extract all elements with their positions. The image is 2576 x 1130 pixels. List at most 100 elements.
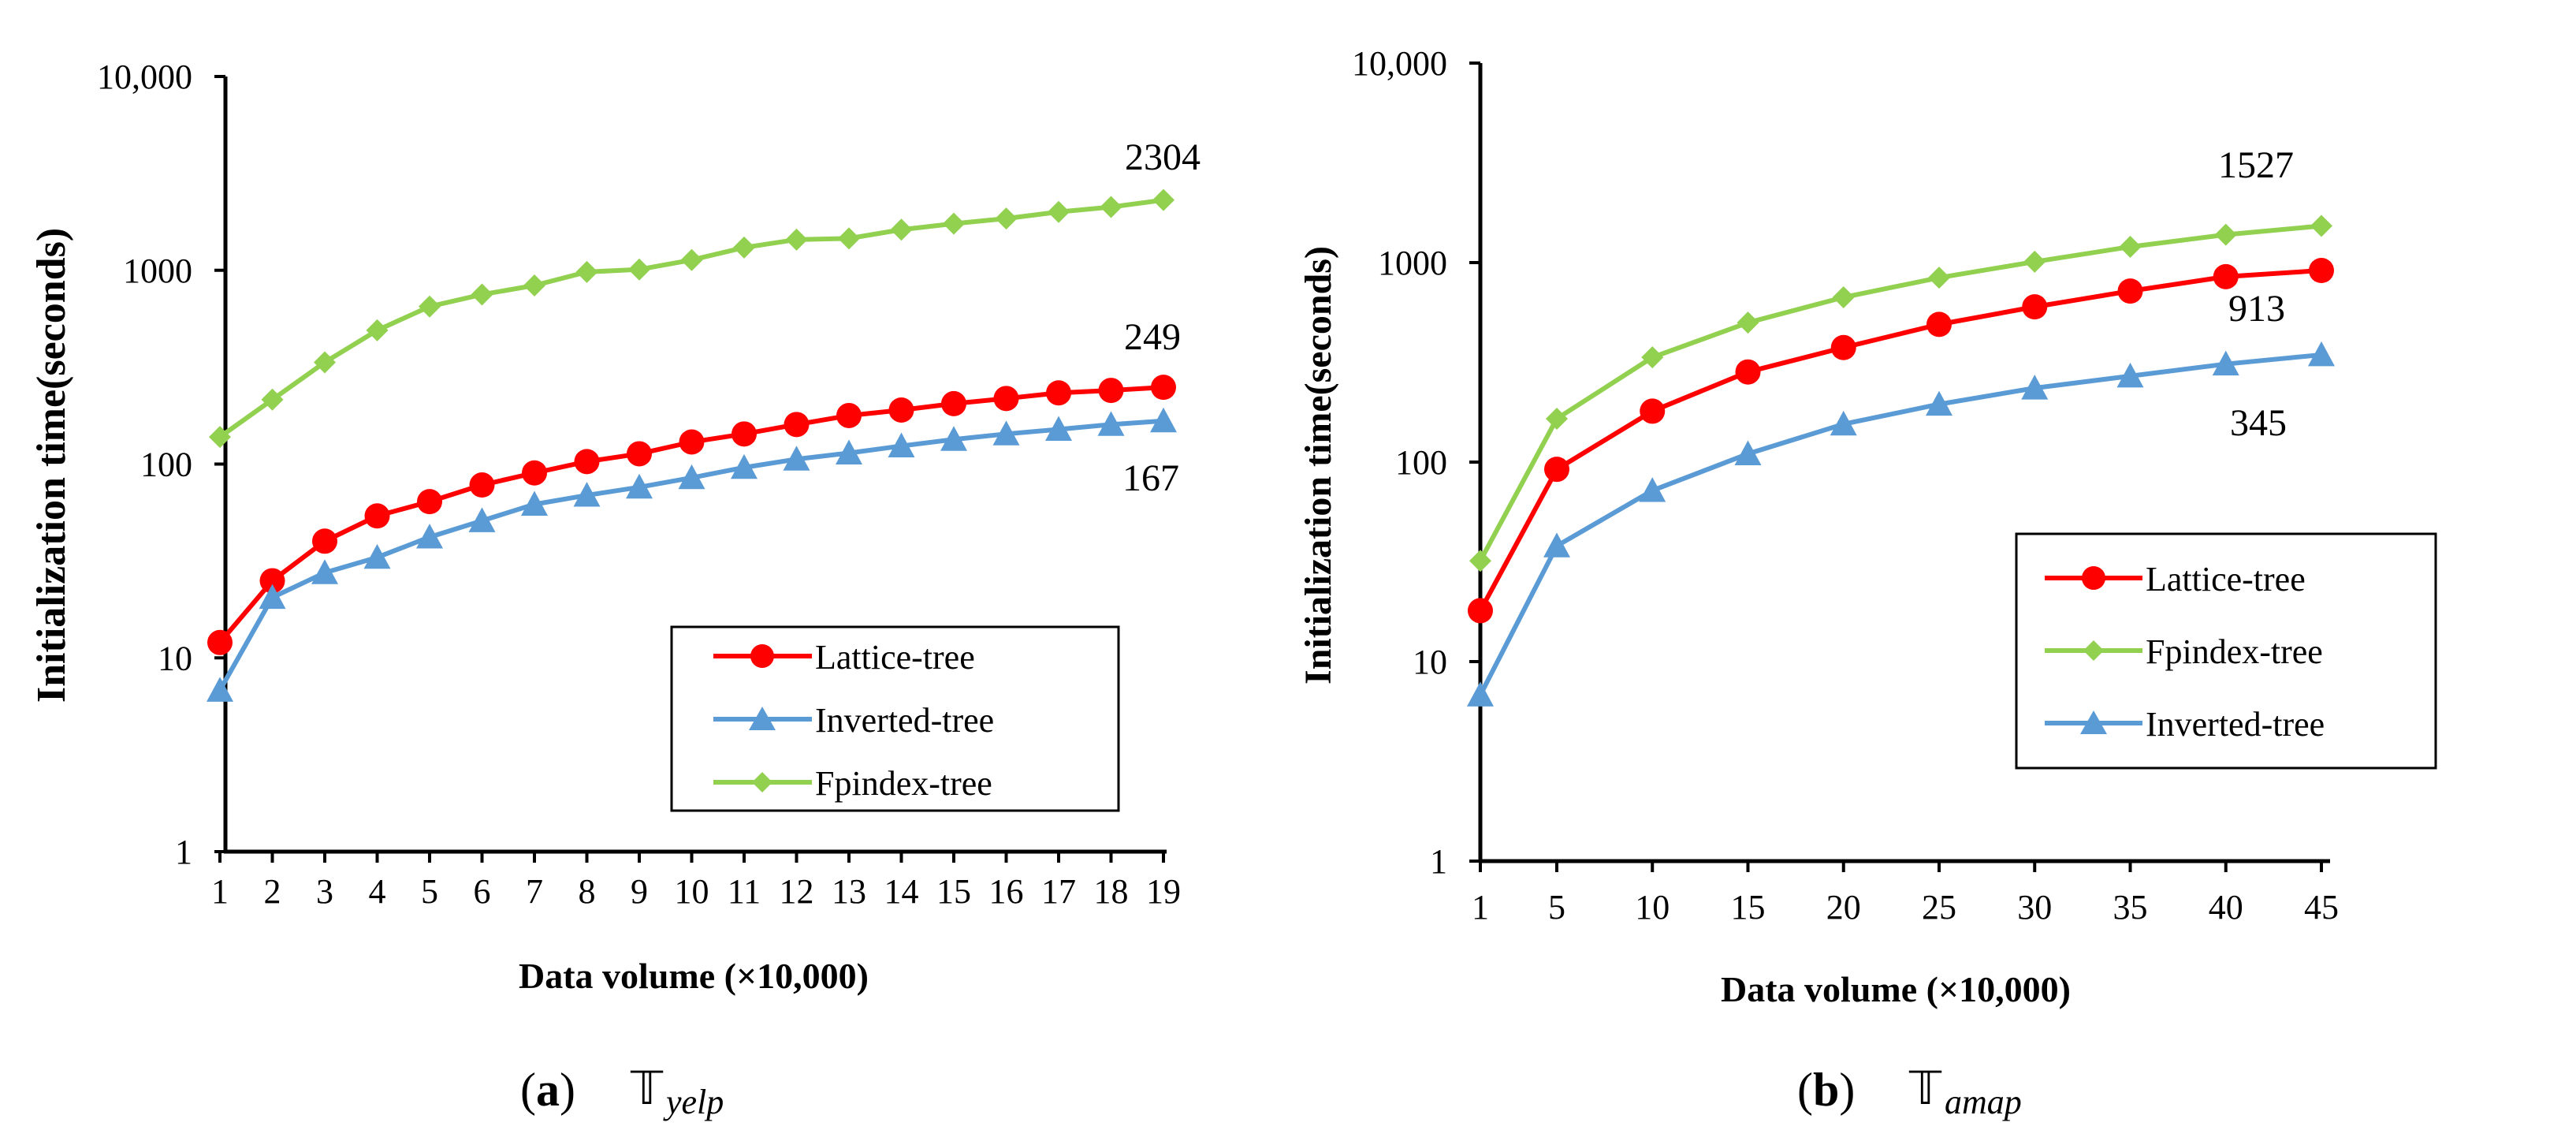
chart-a-legend: Lattice-tree Inverted-tree Fpindex-tree (670, 625, 1120, 812)
chart-b-point-fpindex-tree (2119, 235, 2142, 258)
chart-b-line-lattice-tree (1478, 268, 2322, 612)
chart-a-point-inverted-tree (783, 446, 810, 471)
chart-b-ytick-label: 1000 (1378, 244, 1447, 282)
chart-a-point-fpindex-tree (575, 260, 598, 283)
chart-a-xtick-label: 6 (474, 872, 491, 911)
chart-a-point-inverted-tree (363, 543, 391, 569)
chart-a-point-inverted-tree (678, 464, 705, 490)
chart-b-point-lattice-tree (2213, 263, 2239, 289)
chart-b-point-fpindex-tree (2214, 223, 2237, 246)
chart-a-ytick-label: 100 (140, 446, 192, 484)
chart-b-legend-label-lattice: Lattice-tree (2146, 560, 2306, 599)
chart-b-legend-marker-inverted (2080, 710, 2107, 734)
chart-b-xtick-label: 30 (2017, 888, 2052, 927)
chart-b-point-inverted-tree (2116, 362, 2144, 388)
chart-b-point-inverted-tree (2212, 350, 2239, 376)
chart-a-point-lattice-tree (207, 629, 233, 655)
chart-b-point-fpindex-tree (1641, 346, 1664, 369)
chart-a-point-lattice-tree (627, 441, 652, 467)
chart-a-xtick-label: 12 (780, 872, 814, 911)
chart-b-point-fpindex-tree (2023, 250, 2046, 273)
chart-a-xtick-label: 14 (884, 872, 919, 911)
chart-a-point-fpindex-tree (628, 258, 650, 281)
chart-b-ytick-label: 10,000 (1352, 44, 1447, 83)
chart-a-legend-label-lattice: Lattice-tree (815, 638, 975, 677)
chart-a-ytick-label: 1000 (123, 252, 192, 290)
chart-b-xtick-label: 40 (2209, 888, 2243, 927)
chart-a-point-lattice-tree (259, 568, 285, 594)
chart-b-point-lattice-tree (1468, 598, 1493, 624)
chart-a-point-fpindex-tree (366, 319, 389, 341)
chart-a-xtick-label: 9 (631, 872, 648, 911)
chart-b-point-lattice-tree (2022, 294, 2048, 320)
chart-a-point-fpindex-tree (733, 236, 755, 259)
chart-a-annotation-inverted: 167 (1122, 457, 1179, 499)
chart-a-point-fpindex-tree (471, 283, 493, 306)
chart-b-legend-label-inverted: Inverted-tree (2146, 705, 2325, 744)
chart-a-xtick-label: 17 (1041, 872, 1076, 911)
chart-a-point-lattice-tree (417, 489, 442, 515)
chart-b-annotation-lattice: 913 (2228, 288, 2285, 330)
chart-a-legend-label-fpindex: Fpindex-tree (815, 764, 992, 803)
chart-a-caption: (a) 𝕋 yelp (520, 1061, 724, 1121)
chart-a-point-inverted-tree (207, 677, 233, 702)
chart-a-line-fpindex-tree (218, 197, 1164, 439)
chart-a-point-inverted-tree (573, 482, 601, 507)
chart-b-xtick-label: 15 (1731, 888, 1766, 927)
chart-a-point-inverted-tree (416, 524, 443, 549)
chart-b-point-fpindex-tree (1832, 286, 1855, 309)
chart-a-point-fpindex-tree (995, 207, 1018, 230)
chart-b-point-lattice-tree (1640, 398, 1666, 424)
chart-b-caption-subscript: amap (1945, 1083, 2022, 1121)
chart-a-point-inverted-tree (731, 453, 758, 479)
chart-b-point-inverted-tree (1734, 440, 1762, 465)
chart-a-point-inverted-tree (259, 584, 286, 610)
chart-a-xtick-label: 8 (579, 872, 596, 911)
chart-a-legend-marker-fpindex (752, 772, 772, 792)
chart-a-xtick-label: 19 (1146, 872, 1181, 911)
chart-b-legend-label-fpindex: Fpindex-tree (2146, 632, 2323, 671)
chart-a-point-fpindex-tree (1152, 188, 1174, 211)
chart-b-xtick-label: 20 (1826, 888, 1861, 927)
chart-a-point-fpindex-tree (523, 274, 545, 296)
chart-a-xtick-label: 3 (316, 872, 333, 911)
chart-a-xtick-label: 10 (675, 872, 709, 911)
chart-b-line-fpindex-tree (1478, 223, 2322, 562)
chart-a-xtick-label: 4 (369, 872, 386, 911)
chart-a-ytick-label: 10,000 (97, 58, 192, 96)
chart-a-point-lattice-tree (1151, 375, 1176, 401)
chart-a-caption-letter: a (536, 1064, 560, 1116)
chart-a-point-fpindex-tree (943, 212, 965, 235)
chart-a-point-fpindex-tree (1048, 200, 1070, 223)
chart-b-xtick-label: 10 (1635, 888, 1670, 927)
chart-a-point-fpindex-tree (419, 295, 441, 318)
chart-a-point-inverted-tree (626, 473, 653, 499)
chart-a-caption-symbol: 𝕋 (630, 1061, 664, 1115)
chart-b-annotation-inverted: 345 (2230, 402, 2287, 444)
chart-b-point-fpindex-tree (1469, 550, 1491, 572)
chart-a-xtick-label: 2 (264, 872, 281, 911)
chart-b-point-inverted-tree (1830, 410, 1857, 436)
chart-a-line-lattice-tree (218, 385, 1164, 644)
chart-b-legend-marker-fpindex (2083, 640, 2104, 661)
chart-a-point-lattice-tree (522, 460, 547, 486)
chart-b-point-inverted-tree (1639, 477, 1666, 502)
chart-b-point-lattice-tree (2309, 258, 2334, 284)
chart-a-point-lattice-tree (679, 429, 705, 455)
chart-a-xtick-label: 7 (526, 872, 543, 911)
chart-a-point-inverted-tree (1045, 416, 1072, 441)
chart-a-point-inverted-tree (1150, 407, 1177, 433)
chart-b-annotation-fpindex: 1527 (2218, 144, 2294, 186)
chart-b-point-lattice-tree (1544, 457, 1569, 483)
chart-b-point-inverted-tree (2308, 341, 2335, 367)
chart-a-point-fpindex-tree (261, 388, 284, 411)
chart-b-xtick-label: 25 (1922, 888, 1956, 927)
chart-a-xtick-label: 13 (832, 872, 866, 911)
chart-b-ytick-label: 10 (1413, 643, 1447, 681)
chart-a-caption-subscript: yelp (663, 1083, 724, 1121)
chart-a-point-lattice-tree (993, 386, 1019, 412)
chart-b-xtick-label: 45 (2304, 888, 2339, 927)
chart-b-xtick-label: 5 (1548, 888, 1565, 927)
